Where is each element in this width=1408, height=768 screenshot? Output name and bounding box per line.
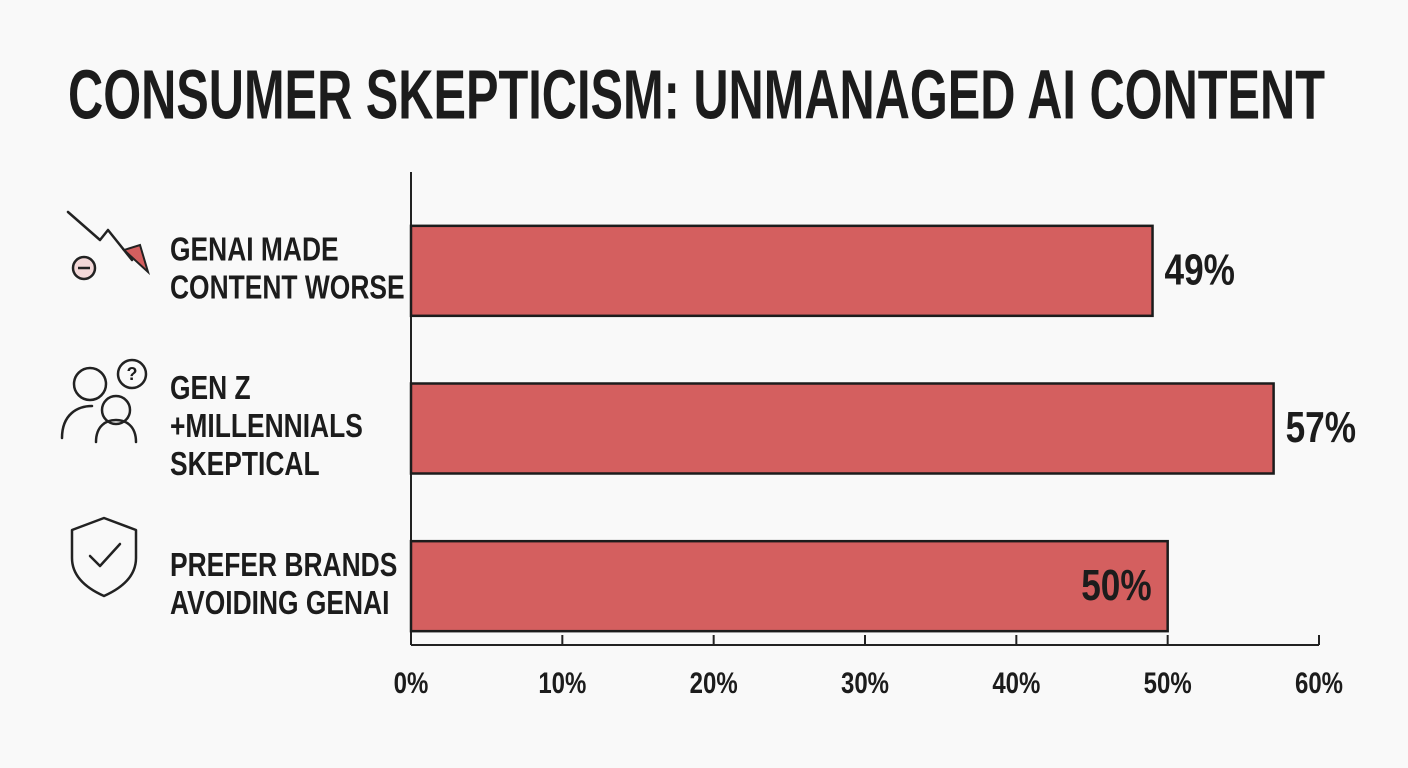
icon-people: ?	[60, 358, 148, 444]
value-label: 50%	[1081, 561, 1151, 610]
bar	[409, 224, 1154, 318]
x-tick-label: 0%	[394, 665, 429, 699]
value-label: 57%	[1286, 403, 1356, 452]
category-label: CONTENT WORSE	[170, 270, 405, 306]
bar	[409, 382, 1275, 475]
x-tick-label: 30%	[841, 665, 889, 699]
x-tick-label: 50%	[1144, 665, 1192, 699]
icon-shield	[70, 516, 138, 598]
chart-title: CONSUMER SKEPTICISM: UNMANAGED AI CONTEN…	[68, 55, 1325, 133]
category-label: GENAI MADE	[170, 232, 339, 268]
icon-trend-down	[66, 210, 150, 281]
category-label: PREFER BRANDS	[170, 547, 397, 583]
x-tick-label: 40%	[992, 665, 1040, 699]
category-label: SKEPTICAL	[170, 447, 320, 483]
category-label: AVOIDING GENAI	[170, 585, 389, 621]
icon-question: ?	[127, 364, 138, 384]
x-tick-label: 20%	[690, 665, 738, 699]
category-label: +MILLENNIALS	[170, 409, 363, 445]
x-tick-label: 10%	[538, 665, 586, 699]
x-tick-label: 60%	[1295, 665, 1343, 699]
value-label: 49%	[1165, 246, 1235, 295]
bar	[409, 539, 1169, 633]
category-label: GEN Z	[170, 371, 251, 407]
